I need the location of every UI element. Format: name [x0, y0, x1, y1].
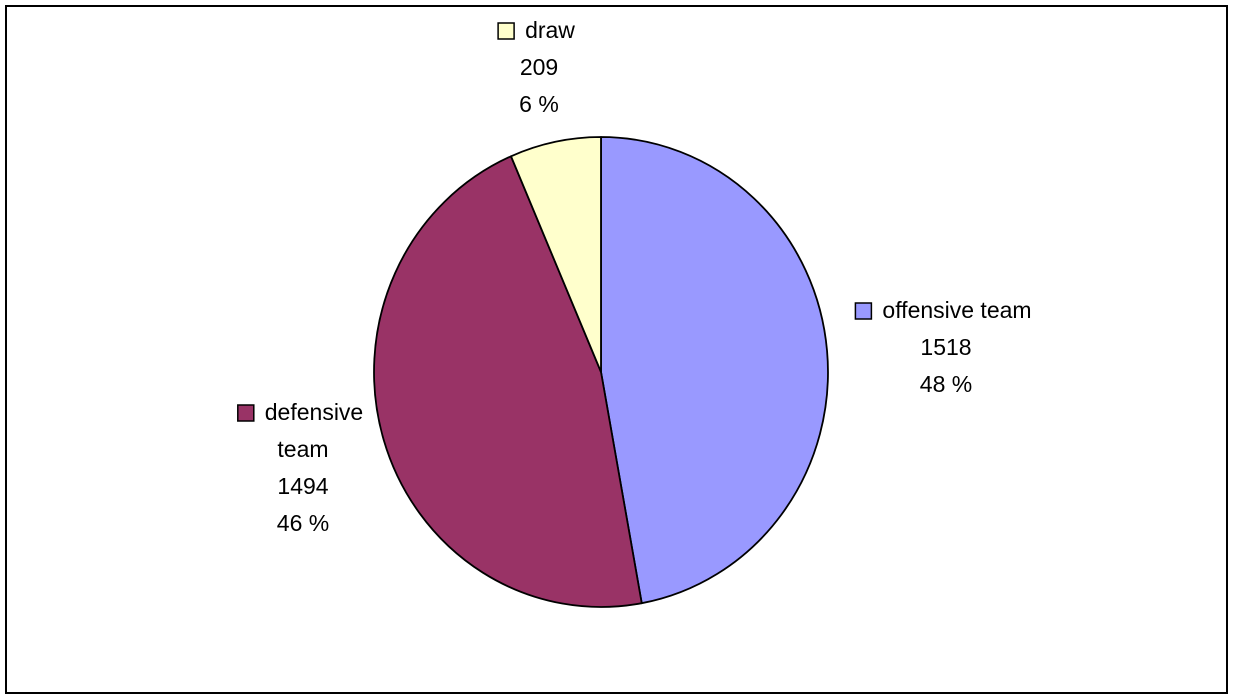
- legend-key-offensive-team: [854, 302, 873, 320]
- slice-label-category: defensive: [265, 399, 363, 425]
- slice-label-value: 1518: [920, 334, 971, 360]
- slice-label-offensive-team: offensive team 1518 48 %: [854, 297, 1032, 397]
- slice-label-percent: 48 %: [920, 371, 972, 397]
- slice-labels: offensive team 1518 48 % defensive team 1494 4…: [237, 17, 1032, 536]
- slice-label-draw: draw 209 6 %: [497, 17, 575, 117]
- slice-label-category: draw: [525, 17, 575, 43]
- slice-label-value: 1494: [277, 473, 328, 499]
- slice-label-percent: 46 %: [277, 510, 329, 536]
- legend-key-draw: [497, 22, 515, 40]
- pie-slice-defensive-team: [373, 155, 643, 608]
- slice-label-category: offensive team: [882, 297, 1031, 323]
- pie-slices: [373, 136, 829, 608]
- slice-label-value: 209: [520, 54, 558, 80]
- slice-label-category: team: [277, 436, 328, 462]
- pie-slice-draw: [510, 136, 602, 373]
- slice-label-defensive-team: defensive team 1494 46 %: [237, 399, 363, 536]
- slice-label-percent: 6 %: [519, 91, 559, 117]
- legend-key-defensive-team: [237, 404, 255, 422]
- pie-slice-offensive-team: [600, 136, 829, 605]
